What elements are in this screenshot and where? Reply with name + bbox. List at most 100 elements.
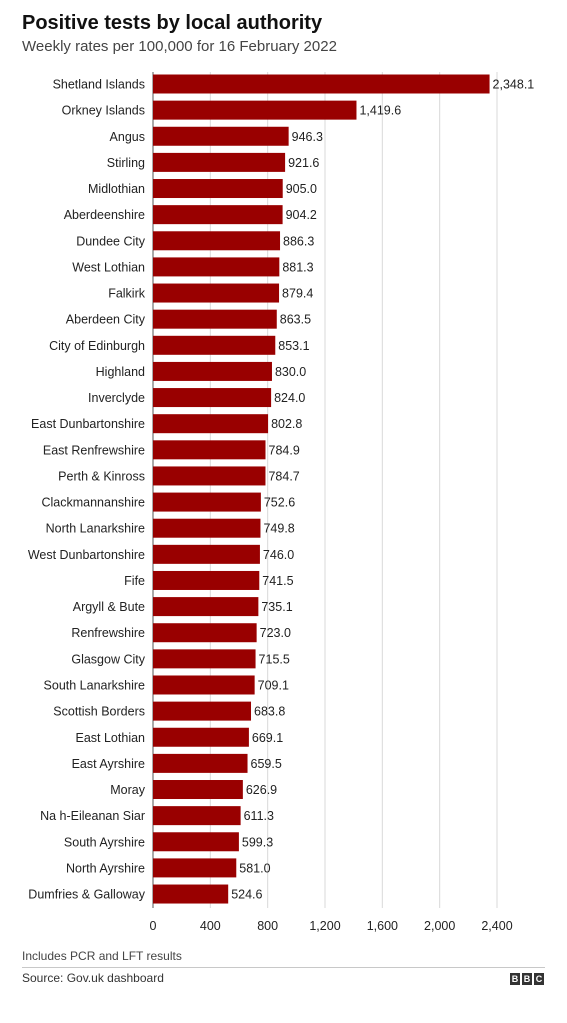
bar [153,544,260,564]
bar [153,597,259,617]
category-label: East Dunbartonshire [31,417,145,431]
category-label: Scottish Borders [53,705,145,719]
x-tick-label: 400 [200,919,221,933]
value-label: 905.0 [286,182,317,196]
x-tick-label: 2,400 [481,919,512,933]
bar [153,231,281,251]
bar [153,414,269,434]
category-label: East Lothian [76,731,146,745]
category-label: West Lothian [72,260,145,274]
bar [153,126,289,146]
bar [153,257,280,277]
value-label: 784.7 [268,469,299,483]
category-label: Angus [110,130,145,144]
category-label: Highland [96,365,145,379]
bar [153,179,283,199]
value-label: 1,419.6 [359,104,401,118]
bar [153,152,286,172]
value-label: 921.6 [288,156,319,170]
bar [153,806,241,826]
category-label: Na h-Eileanan Siar [40,809,145,823]
value-label: 886.3 [283,234,314,248]
value-label: 802.8 [271,417,302,431]
category-label: South Lanarkshire [44,678,146,692]
category-label: Renfrewshire [71,626,145,640]
x-tick-label: 1,600 [367,919,398,933]
category-label: Stirling [107,156,145,170]
bbc-logo: B B C [510,973,544,985]
category-label: Dumfries & Galloway [28,888,145,902]
value-label: 784.9 [269,443,300,457]
bar [153,466,266,486]
value-label: 723.0 [260,626,291,640]
x-tick-label: 2,000 [424,919,455,933]
x-tick-label: 800 [257,919,278,933]
bar-chart: Shetland Islands Orkney Islands Angus Stirl… [28,72,534,933]
bar [153,675,255,695]
category-label: Midlothian [88,182,145,196]
value-label: 830.0 [275,365,306,379]
category-label: North Lanarkshire [46,522,145,536]
category-label: Shetland Islands [53,78,145,92]
value-label: 741.5 [262,574,293,588]
category-label: Inverclyde [88,391,145,405]
bar [153,74,490,94]
category-label: South Ayrshire [64,835,145,849]
x-axis-ticks: 0 400 800 1,200 1,600 2,000 2,400 [150,919,513,933]
value-label: 853.1 [278,339,309,353]
category-labels: Shetland Islands Orkney Islands Angus Stirl… [28,78,146,902]
bar [153,518,261,538]
value-label: 879.4 [282,287,313,301]
x-tick-label: 0 [150,919,157,933]
source-text: Source: Gov.uk dashboard [22,971,164,985]
bar [153,727,249,747]
value-label: 904.2 [286,208,317,222]
value-label: 683.8 [254,705,285,719]
value-label: 752.6 [264,496,295,510]
category-label: Orkney Islands [62,104,145,118]
bar [153,440,266,460]
bar [153,309,277,329]
category-label: West Dunbartonshire [28,548,145,562]
footer-divider [22,967,545,968]
category-label: Dundee City [76,234,146,248]
value-label: 824.0 [274,391,305,405]
bar [153,205,283,225]
value-label: 599.3 [242,835,273,849]
bar [153,283,280,303]
bar [153,335,276,355]
category-label: Glasgow City [71,652,145,666]
logo-block-1: B [510,973,520,985]
category-label: East Renfrewshire [43,443,145,457]
value-label: 715.5 [259,652,290,666]
bar [153,623,257,643]
footnote: Includes PCR and LFT results [22,949,182,963]
bar [153,884,229,904]
category-label: Fife [124,574,145,588]
logo-block-2: B [522,973,532,985]
value-label: 709.1 [258,678,289,692]
value-label: 746.0 [263,548,294,562]
bar [153,780,243,800]
category-label: East Ayrshire [72,757,145,771]
bar [153,649,256,669]
x-tick-label: 1,200 [309,919,340,933]
value-label: 524.6 [231,888,262,902]
logo-block-3: C [534,973,544,985]
bars [153,74,490,904]
category-label: Moray [110,783,145,797]
category-label: Perth & Kinross [58,469,145,483]
value-label: 659.5 [251,757,282,771]
chart-subtitle: Weekly rates per 100,000 for 16 February… [22,38,337,55]
bar [153,701,252,721]
value-label: 749.8 [263,522,294,536]
value-label: 881.3 [282,260,313,274]
category-label: Argyll & Bute [73,600,145,614]
chart-title: Positive tests by local authority [22,12,323,34]
bar [153,361,272,381]
bar [153,858,237,878]
bar [153,492,261,512]
value-label: 669.1 [252,731,283,745]
value-labels: 2,348.1 1,419.6 946.3 921.6 905.0 904.2 886.3 8… [231,78,534,902]
bar [153,832,239,852]
